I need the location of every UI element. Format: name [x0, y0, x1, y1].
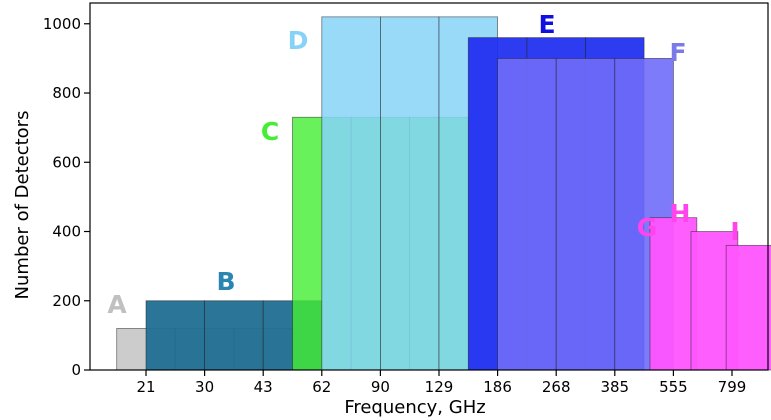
bar-F-1 — [555, 57, 616, 371]
group-label-H: H — [670, 199, 691, 228]
bar-B-1 — [204, 300, 264, 371]
bar-B-0 — [145, 300, 205, 371]
x-tick-label-9: 555 — [659, 378, 688, 396]
plot-frame — [89, 2, 769, 371]
group-label-G: G — [637, 213, 658, 242]
x-tick-label-5: 129 — [425, 378, 454, 396]
axes-frame — [89, 2, 769, 371]
x-axis-label: Frequency, GHz — [344, 397, 485, 418]
group-label-A: A — [107, 290, 127, 319]
x-tick-label-3: 62 — [312, 378, 331, 396]
x-tick-label-1: 30 — [195, 378, 214, 396]
y-tick-label-5: 1000 — [43, 15, 81, 33]
group-label-E: E — [538, 10, 555, 39]
bar-G-0 — [649, 217, 698, 371]
x-tick-label-8: 385 — [600, 378, 629, 396]
group-label-C: C — [261, 117, 279, 146]
group-label-I: I — [730, 217, 739, 246]
group-label-D: D — [288, 26, 309, 55]
x-tick-label-7: 268 — [542, 378, 571, 396]
bars-layer — [116, 16, 771, 371]
x-tick-label-4: 90 — [371, 378, 390, 396]
group-label-B: B — [216, 267, 235, 296]
y-tick-label-0: 0 — [71, 361, 81, 379]
y-tick-label-3: 600 — [52, 153, 81, 171]
y-ticks: 0 200 400 600 800 1000 — [43, 15, 90, 379]
bar-F-0 — [497, 57, 557, 371]
y-tick-label-1: 200 — [52, 292, 81, 310]
y-tick-label-4: 800 — [52, 84, 81, 102]
group-label-F: F — [669, 38, 686, 67]
group-labels: A B C D E F G H I — [107, 10, 739, 319]
bar-D-0 — [321, 16, 381, 371]
bar-D-1 — [379, 16, 440, 371]
x-ticks: 21 30 43 62 90 129 186 268 385 555 799 — [136, 370, 746, 396]
bar-I-0 — [725, 244, 771, 371]
x-tick-label-6: 186 — [483, 378, 512, 396]
y-axis-label: Number of Detectors — [12, 111, 33, 300]
x-tick-label-10: 799 — [718, 378, 747, 396]
x-tick-label-2: 43 — [254, 378, 273, 396]
x-tick-label-0: 21 — [136, 378, 155, 396]
y-tick-label-2: 400 — [52, 223, 81, 241]
